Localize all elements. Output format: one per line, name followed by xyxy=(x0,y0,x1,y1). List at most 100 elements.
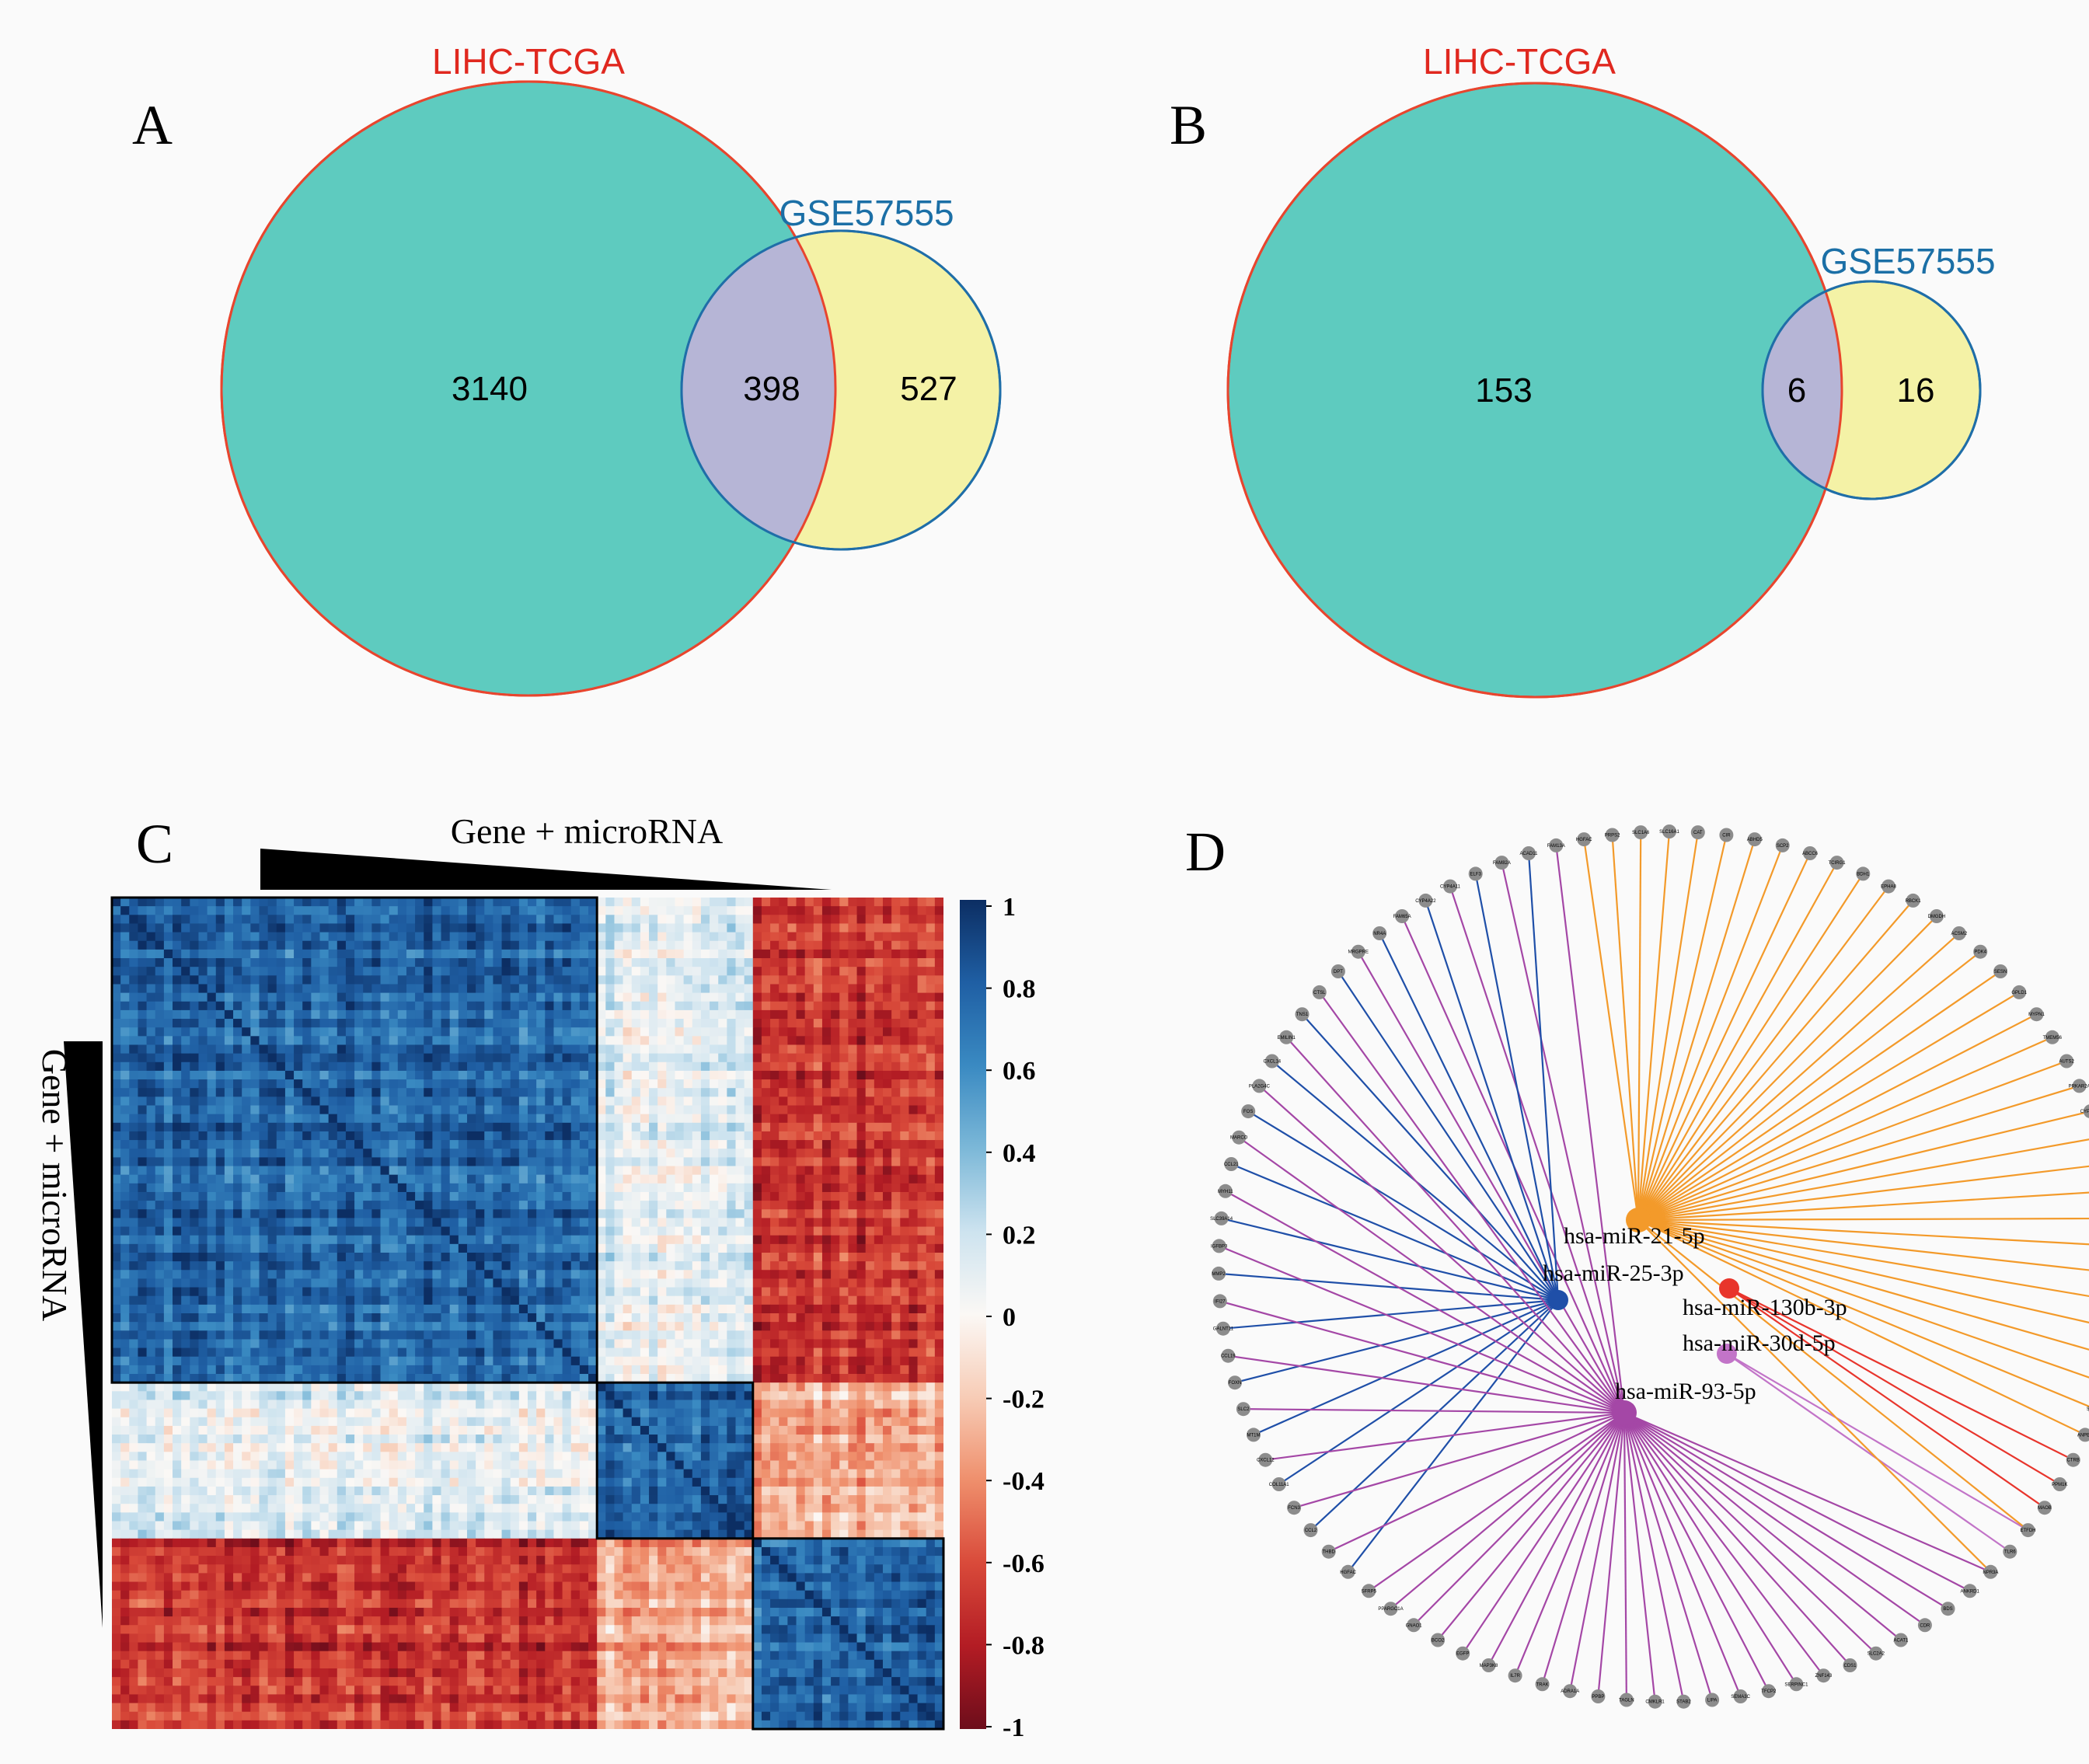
heatmap-cell xyxy=(744,1149,754,1158)
heatmap-cell xyxy=(874,1295,884,1306)
heatmap-cell xyxy=(198,1001,208,1011)
heatmap-cell xyxy=(796,1218,806,1228)
heatmap-cell xyxy=(562,1166,572,1176)
heatmap-cell xyxy=(319,1140,330,1149)
heatmap-cell xyxy=(284,1243,295,1253)
heatmap-cell xyxy=(233,1122,242,1132)
heatmap-cell xyxy=(536,1105,546,1115)
heatmap-cell xyxy=(250,1019,260,1028)
venn-b-set1-circle xyxy=(1226,82,1843,699)
heatmap-cell xyxy=(865,932,875,942)
heatmap-cell xyxy=(579,1235,589,1245)
heatmap-cell xyxy=(718,975,727,985)
heatmap-cell xyxy=(146,906,156,915)
heatmap-cell xyxy=(207,949,217,959)
heatmap-cell xyxy=(267,1122,277,1132)
heatmap-cell xyxy=(605,932,616,942)
heatmap-cell xyxy=(821,958,832,967)
heatmap-cell xyxy=(276,1088,286,1097)
heatmap-cell xyxy=(865,915,875,925)
heatmap-cell xyxy=(458,1122,468,1132)
heatmap-cell xyxy=(120,1287,130,1297)
heatmap-cell xyxy=(493,1295,503,1306)
heatmap-cell xyxy=(441,923,451,933)
heatmap-cell xyxy=(614,984,624,994)
heatmap-cell xyxy=(319,1304,330,1314)
heatmap-cell xyxy=(129,1174,139,1184)
heatmap-cell xyxy=(804,984,814,994)
heatmap-cell xyxy=(605,1278,616,1288)
heatmap-cell xyxy=(735,1209,745,1218)
heatmap-cell xyxy=(284,1122,295,1132)
heatmap-cell xyxy=(710,1304,719,1314)
heatmap-cell xyxy=(640,967,650,976)
heatmap-cell xyxy=(865,984,875,994)
heatmap-cell xyxy=(804,1131,814,1141)
heatmap-cell xyxy=(821,1261,832,1271)
heatmap-cell xyxy=(319,1009,330,1020)
heatmap-cell xyxy=(752,1149,762,1158)
heatmap-cell xyxy=(926,1096,936,1107)
heatmap-cell xyxy=(302,1174,312,1184)
heatmap-cell xyxy=(570,1088,581,1097)
heatmap-cell xyxy=(424,1166,433,1176)
heatmap-cell xyxy=(233,1053,242,1063)
heatmap-cell xyxy=(250,1149,260,1158)
heatmap-cell xyxy=(839,984,849,994)
heatmap-cell xyxy=(882,1183,892,1193)
heatmap-cell xyxy=(311,1174,321,1184)
heatmap-cell xyxy=(242,1149,251,1158)
heatmap-cell xyxy=(588,1261,598,1271)
heatmap-cell xyxy=(528,1009,537,1020)
heatmap-cell xyxy=(371,984,382,994)
heatmap-cell xyxy=(874,1183,884,1193)
heatmap-cell xyxy=(752,1079,762,1089)
heatmap-cell xyxy=(631,1174,641,1184)
heatmap-cell xyxy=(181,1157,190,1167)
heatmap-cell xyxy=(614,1209,624,1218)
heatmap-cell xyxy=(752,1096,762,1107)
heatmap-cell xyxy=(397,1062,407,1072)
heatmap-cell xyxy=(155,1304,165,1314)
heatmap-cell xyxy=(389,1322,399,1331)
heatmap-cell xyxy=(796,923,806,933)
heatmap-cell xyxy=(146,1339,156,1349)
heatmap-cell xyxy=(553,1079,563,1089)
heatmap-cell xyxy=(476,1019,485,1028)
heatmap-cell xyxy=(337,1209,347,1218)
heatmap-cell xyxy=(874,1044,884,1055)
heatmap-cell xyxy=(675,1149,685,1158)
heatmap-cell xyxy=(302,1226,312,1236)
heatmap-cell xyxy=(718,1088,727,1097)
heatmap-cell xyxy=(484,1183,494,1193)
heatmap-cell xyxy=(242,1322,251,1331)
heatmap-cell xyxy=(190,1079,200,1089)
heatmap-cell xyxy=(120,923,130,933)
heatmap-cell xyxy=(917,1252,927,1262)
heatmap-cell xyxy=(710,1114,719,1124)
heatmap-cell xyxy=(424,1096,433,1107)
heatmap-cell xyxy=(848,1036,858,1046)
heatmap-cell xyxy=(397,1157,407,1167)
heatmap-cell xyxy=(657,1243,667,1253)
heatmap-cell xyxy=(675,1278,685,1288)
heatmap-cell xyxy=(345,1235,355,1245)
heatmap-cell xyxy=(484,1053,494,1063)
heatmap-cell xyxy=(181,1270,190,1280)
heatmap-cell xyxy=(597,949,606,959)
heatmap-cell xyxy=(371,1174,382,1184)
heatmap-cell xyxy=(718,1131,727,1141)
heatmap-cell xyxy=(848,1088,858,1097)
heatmap-cell xyxy=(224,1009,234,1020)
heatmap-cell xyxy=(657,1157,667,1167)
heatmap-cell xyxy=(380,1243,390,1253)
heatmap-cell xyxy=(570,975,581,985)
heatmap-cell xyxy=(518,992,528,1002)
heatmap-cell xyxy=(528,1062,537,1072)
heatmap-cell xyxy=(328,1131,338,1141)
heatmap-cell xyxy=(112,1183,121,1193)
heatmap-cell xyxy=(856,1027,867,1037)
heatmap-cell xyxy=(570,1140,581,1149)
heatmap-cell xyxy=(796,1088,806,1097)
heatmap-cell xyxy=(129,975,139,985)
